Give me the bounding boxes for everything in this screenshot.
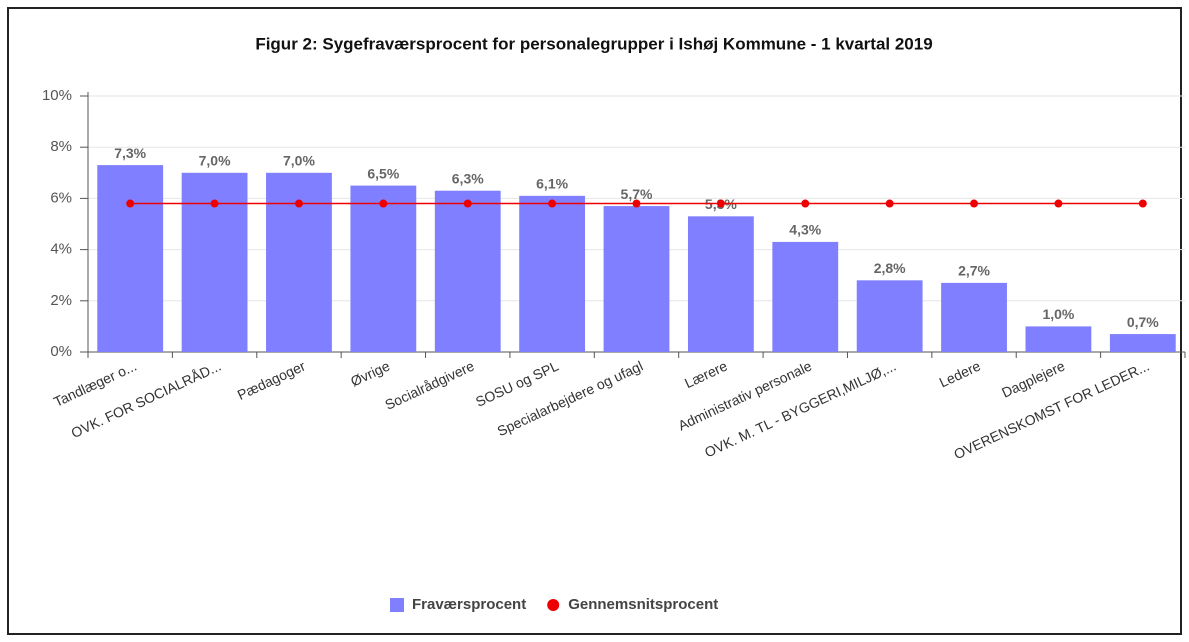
value-label: 7,3% (114, 145, 146, 161)
line-point (970, 199, 979, 208)
line-point (294, 199, 303, 208)
y-tick-label: 2% (50, 292, 72, 309)
value-label: 2,7% (958, 263, 990, 279)
legend-marker (390, 598, 404, 612)
value-label: 6,3% (452, 170, 484, 186)
line-point (126, 199, 135, 208)
line-point (885, 199, 894, 208)
y-tick-label: 0% (50, 343, 72, 360)
bar (1025, 326, 1092, 352)
line-point (210, 199, 219, 208)
value-label: 7,0% (199, 153, 231, 169)
bar (941, 282, 1007, 352)
y-tick-label: 10% (42, 87, 72, 104)
bar (772, 241, 839, 352)
line-point (716, 199, 725, 208)
bar (856, 280, 923, 352)
line-point (1138, 199, 1147, 208)
legend-label: Fraværsprocent (412, 596, 526, 613)
value-label: 2,8% (874, 260, 906, 276)
y-tick-label: 4% (50, 241, 72, 258)
bar (350, 185, 417, 352)
value-label: 1,0% (1042, 306, 1074, 322)
y-tick-label: 6% (50, 189, 72, 206)
bar (687, 216, 754, 352)
line-point (463, 199, 472, 208)
y-tick-label: 8% (50, 138, 72, 155)
value-label: 0,7% (1127, 314, 1159, 330)
value-label: 6,5% (367, 165, 399, 181)
line-point (1054, 199, 1063, 208)
value-label: 4,3% (789, 222, 821, 238)
bar (519, 195, 586, 352)
bar (97, 165, 164, 352)
value-label: 7,0% (283, 153, 315, 169)
line-point (548, 199, 557, 208)
chart-title: Figur 2: Sygefraværsprocent for personal… (255, 34, 932, 53)
legend: Fraværsprocent Gennemsnitsprocent (390, 596, 718, 613)
line-point (801, 199, 810, 208)
legend-marker (547, 599, 560, 611)
bar (434, 190, 501, 352)
value-label: 5,7% (621, 186, 653, 202)
line-point (632, 199, 641, 208)
bar (1109, 334, 1176, 352)
line-point (379, 199, 388, 208)
value-label: 6,1% (536, 176, 568, 192)
legend-label: Gennemsnitsprocent (568, 596, 718, 613)
bar (603, 206, 670, 352)
